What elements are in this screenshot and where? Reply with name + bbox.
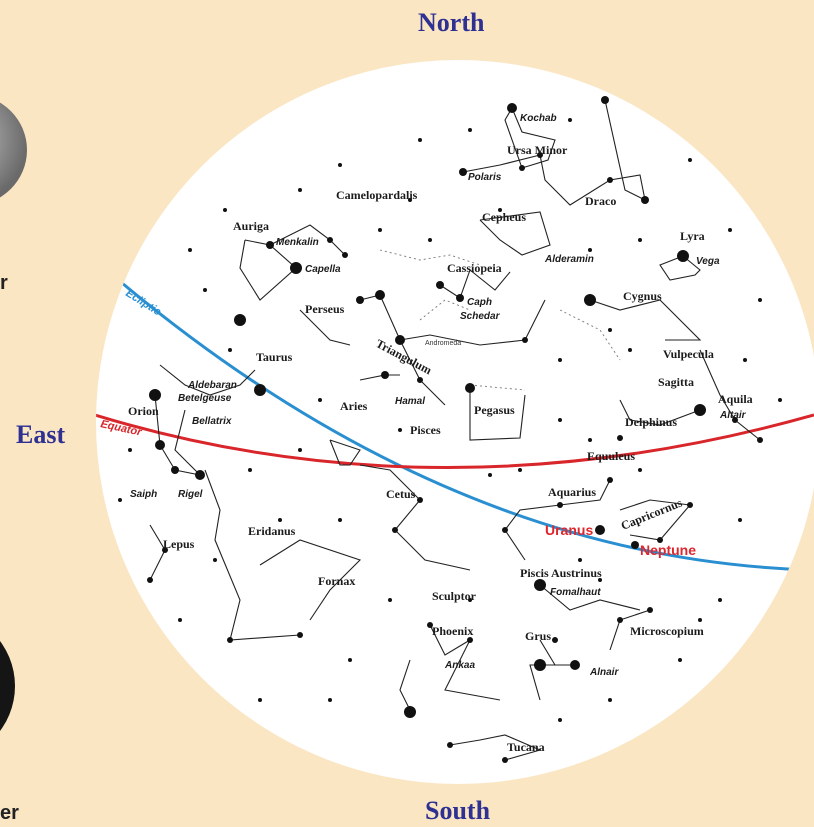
moon-image	[0, 102, 27, 198]
label-fomalhaut: Fomalhaut	[550, 587, 601, 598]
ecliptic-line	[96, 258, 814, 572]
label-lyra: Lyra	[680, 229, 705, 243]
label-sculptor: Sculptor	[432, 589, 477, 603]
label-orion: Orion	[128, 404, 159, 418]
label-saiph: Saiph	[130, 489, 157, 500]
label-alnair: Alnair	[589, 667, 619, 678]
label-neptune: Neptune	[640, 542, 696, 558]
label-vega: Vega	[696, 256, 720, 267]
label-phoenix: Phoenix	[432, 624, 473, 638]
label-aquila: Aquila	[718, 392, 753, 406]
direction-east: East	[16, 420, 66, 449]
uranus-marker	[595, 525, 605, 535]
equator-line	[96, 413, 814, 469]
label-pegasus: Pegasus	[474, 403, 515, 417]
label-kochab: Kochab	[520, 113, 557, 124]
label-grus: Grus	[525, 629, 551, 643]
label-cassiopeia: Cassiopeia	[447, 261, 502, 275]
label-rigel: Rigel	[178, 489, 203, 500]
direction-south: South	[425, 796, 491, 825]
label-draco: Draco	[585, 194, 616, 208]
label-vulpecula: Vulpecula	[663, 347, 714, 361]
label-capella: Capella	[305, 264, 341, 275]
label-tucana: Tucana	[507, 740, 545, 754]
label-bellatrix: Bellatrix	[192, 416, 232, 427]
label-auriga: Auriga	[233, 219, 269, 233]
label-cepheus: Cepheus	[482, 210, 526, 224]
side-label-bottom: er	[0, 802, 19, 824]
label-camelopardalis: Camelopardalis	[336, 188, 418, 202]
planets: Uranus Neptune	[545, 522, 696, 558]
constellation-lines	[149, 99, 761, 761]
side-label-top: r	[0, 272, 8, 294]
label-delphinus: Delphinus	[625, 415, 677, 429]
new-moon-image	[0, 641, 15, 731]
label-polaris: Polaris	[468, 172, 502, 183]
label-ankaa: Ankaa	[444, 660, 475, 671]
label-alderamin: Alderamin	[544, 254, 594, 265]
label-uranus: Uranus	[545, 522, 593, 538]
label-cygnus: Cygnus	[623, 289, 662, 303]
label-taurus: Taurus	[256, 350, 293, 364]
label-aldebaran: Aldebaran	[187, 380, 237, 391]
neptune-marker	[631, 541, 639, 549]
stars	[118, 96, 782, 763]
label-altair: Altair	[719, 410, 747, 421]
label-menkalin: Menkalin	[276, 237, 319, 248]
label-fornax: Fornax	[318, 574, 355, 588]
label-piscis-austrinus: Piscis Austrinus	[520, 566, 602, 580]
direction-north: North	[418, 8, 485, 37]
label-betelgeuse: Betelgeuse	[178, 393, 232, 404]
label-caph: Caph	[467, 297, 492, 308]
label-aries: Aries	[340, 399, 368, 413]
label-ursa-minor: Ursa Minor	[507, 143, 568, 157]
label-microscopium: Microscopium	[630, 624, 704, 638]
label-sagitta: Sagitta	[658, 375, 694, 389]
label-pisces: Pisces	[410, 423, 441, 437]
label-hamal: Hamal	[395, 396, 425, 407]
sky-labels: Kochab Ursa Minor Polaris Camelopardalis…	[128, 113, 753, 754]
label-perseus: Perseus	[305, 302, 345, 316]
label-equuleus: Equuleus	[587, 449, 635, 463]
label-aquarius: Aquarius	[548, 485, 596, 499]
label-andromeda: Andromeda	[425, 340, 461, 347]
boundary-lines	[379, 249, 621, 391]
sky-disk	[96, 60, 814, 784]
label-cetus: Cetus	[386, 487, 416, 501]
label-eridanus: Eridanus	[248, 524, 296, 538]
label-lepus: Lepus	[163, 537, 195, 551]
label-schedar: Schedar	[460, 311, 501, 322]
